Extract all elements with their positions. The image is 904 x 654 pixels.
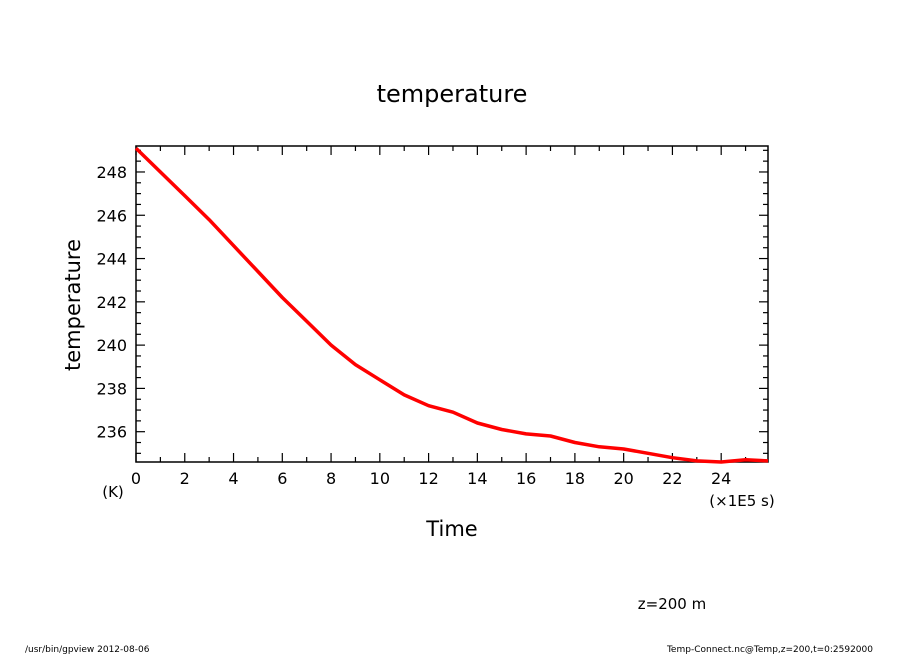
x-tick-label: 18 [565,469,585,488]
x-tick-label: 0 [131,469,141,488]
x-tick-label: 2 [180,469,190,488]
x-tick-label: 14 [467,469,487,488]
level-annotation: z=200 m [638,595,706,613]
y-tick-label: 244 [96,250,127,269]
axis-ticks [135,146,768,462]
x-tick-labels: 0 2 4 6 8 10 12 14 16 18 20 22 24 [131,469,731,488]
footer-right: Temp-Connect.nc@Temp,z=200,t=0:2592000 [666,645,873,654]
y-tick-label: 246 [96,206,127,225]
footer-left: /usr/bin/gpview 2012-08-06 [25,645,150,654]
temperature-series-line [134,146,769,464]
x-tick-label: 10 [370,469,390,488]
y-tick-label: 240 [96,336,127,355]
x-tick-label: 24 [711,469,731,488]
x-tick-label: 4 [228,469,238,488]
x-tick-label: 6 [277,469,287,488]
y-tick-label: 242 [96,293,127,312]
plot-frame [135,145,769,463]
x-unit-label: (×1E5 s) [709,492,774,510]
y-axis-label: temperature [61,239,85,371]
x-tick-label: 20 [613,469,633,488]
chart-title: temperature [377,80,528,108]
y-unit-label: (K) [102,483,124,501]
y-tick-label: 238 [96,379,127,398]
y-tick-label: 236 [96,423,127,442]
x-tick-label: 8 [326,469,336,488]
x-axis-label: Time [425,517,477,541]
x-tick-label: 16 [516,469,536,488]
x-tick-label: 22 [662,469,682,488]
x-tick-label: 12 [418,469,438,488]
y-tick-label: 248 [96,163,127,182]
y-tick-labels: 236 238 240 242 244 246 248 [96,163,127,442]
